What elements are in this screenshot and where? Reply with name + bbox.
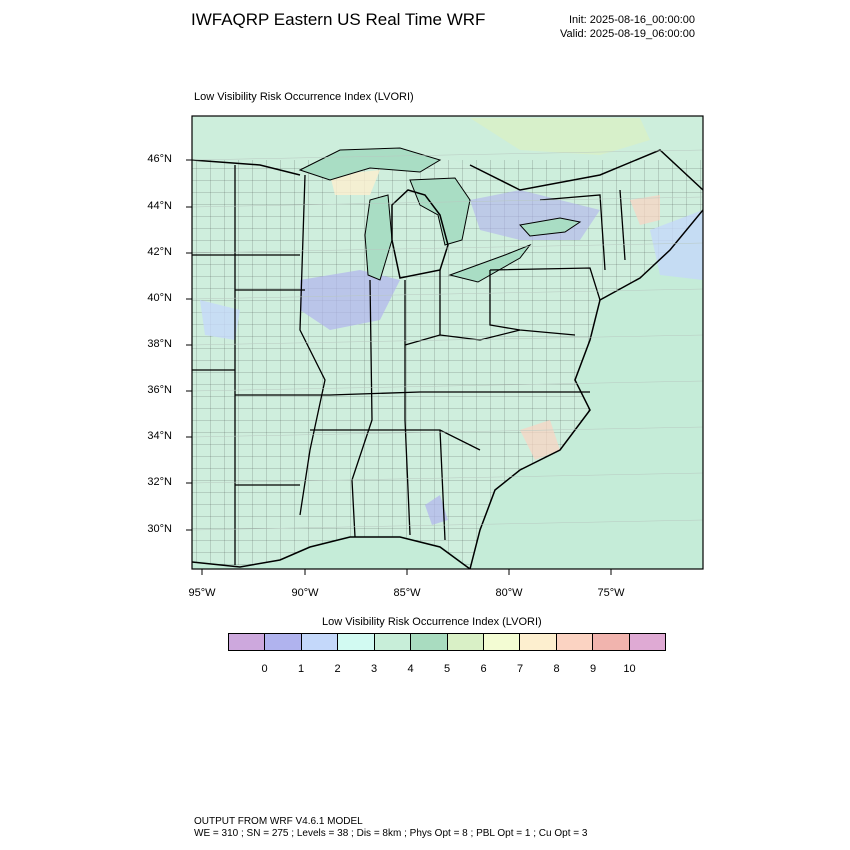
axis-ticks [186, 159, 612, 575]
lake-erie [448, 243, 532, 283]
colorbar-title: Low Visibility Risk Occurrence Index (LV… [322, 616, 542, 628]
colorbar-box-7 [483, 634, 521, 650]
colorbar-box-10 [593, 634, 630, 650]
colorbar-box-8 [520, 634, 557, 650]
main-title: IWFAQRP Eastern US Real Time WRF [191, 10, 486, 29]
lat-label-32: 32°N [147, 476, 172, 488]
colorbar-label: 9 [589, 663, 597, 675]
colorbar-label: 4 [407, 663, 414, 675]
colorbar [228, 633, 666, 651]
colorbar-label: 1 [297, 663, 305, 675]
lat-label-38: 38°N [147, 338, 172, 350]
map-frame [191, 115, 704, 570]
colorbar-label: 10 [623, 663, 636, 675]
colorbar-label: 3 [370, 663, 378, 675]
footer-model: OUTPUT FROM WRF V4.6.1 MODEL [194, 816, 363, 827]
lat-label-30: 30°N [147, 523, 172, 535]
lat-label-42: 42°N [147, 246, 172, 258]
colorbar-box-3 [338, 634, 375, 650]
colorbar-box-5 [411, 634, 448, 650]
colorbar-box-1 [265, 634, 302, 650]
lvori-low-patch-4 [650, 210, 703, 280]
lon-label-75: 75°W [597, 587, 625, 599]
gulf-coastline [192, 536, 471, 569]
canada-terrain-patch [470, 118, 650, 155]
lat-label-34: 34°N [147, 430, 172, 442]
lat-label-44: 44°N [147, 200, 172, 212]
lvori-low-patch-5 [425, 495, 448, 525]
colorbar-box-2 [301, 634, 339, 650]
graticule [192, 149, 703, 531]
lvori-high-patch-3 [630, 195, 660, 225]
lon-label-85: 85°W [393, 587, 421, 599]
atlantic-ocean [470, 210, 703, 569]
colorbar-box-0 [229, 634, 266, 650]
lon-label-95: 95°W [188, 587, 216, 599]
colorbar-label: 0 [261, 663, 268, 675]
lat-label-46: 46°N [147, 153, 172, 165]
lat-label-36: 36°N [147, 384, 172, 396]
michigan-lower-peninsula [391, 189, 449, 279]
colorbar-label: 2 [334, 663, 341, 675]
colorbar-box-11 [629, 634, 666, 650]
colorbar-box-6 [447, 634, 484, 650]
lvori-low-patch-1 [300, 270, 400, 330]
colorbar-label: 5 [443, 663, 451, 675]
init-time: Init: 2025-08-16_00:00:00 [569, 14, 695, 26]
atlantic-coastline [469, 209, 703, 569]
colorbar-label: 7 [516, 663, 524, 675]
state-boundaries [192, 165, 626, 565]
map-title: Low Visibility Risk Occurrence Index (LV… [194, 91, 414, 103]
lon-label-90: 90°W [291, 587, 319, 599]
valid-time: Valid: 2025-08-19_06:00:00 [560, 28, 695, 40]
colorbar-label: 8 [553, 663, 560, 675]
colorbar-box-9 [556, 634, 594, 650]
colorbar-box-4 [374, 634, 412, 650]
lvori-low-patch-2 [200, 300, 240, 340]
lon-label-80: 80°W [495, 587, 523, 599]
lat-label-40: 40°N [147, 292, 172, 304]
colorbar-label: 6 [480, 663, 487, 675]
gulf-of-mexico [192, 537, 470, 569]
footer-settings: WE = 310 ; SN = 275 ; Levels = 38 ; Dis … [194, 828, 588, 839]
us-canada-border [192, 149, 703, 191]
lake-michigan [364, 194, 393, 281]
lake-ontario [519, 217, 582, 237]
